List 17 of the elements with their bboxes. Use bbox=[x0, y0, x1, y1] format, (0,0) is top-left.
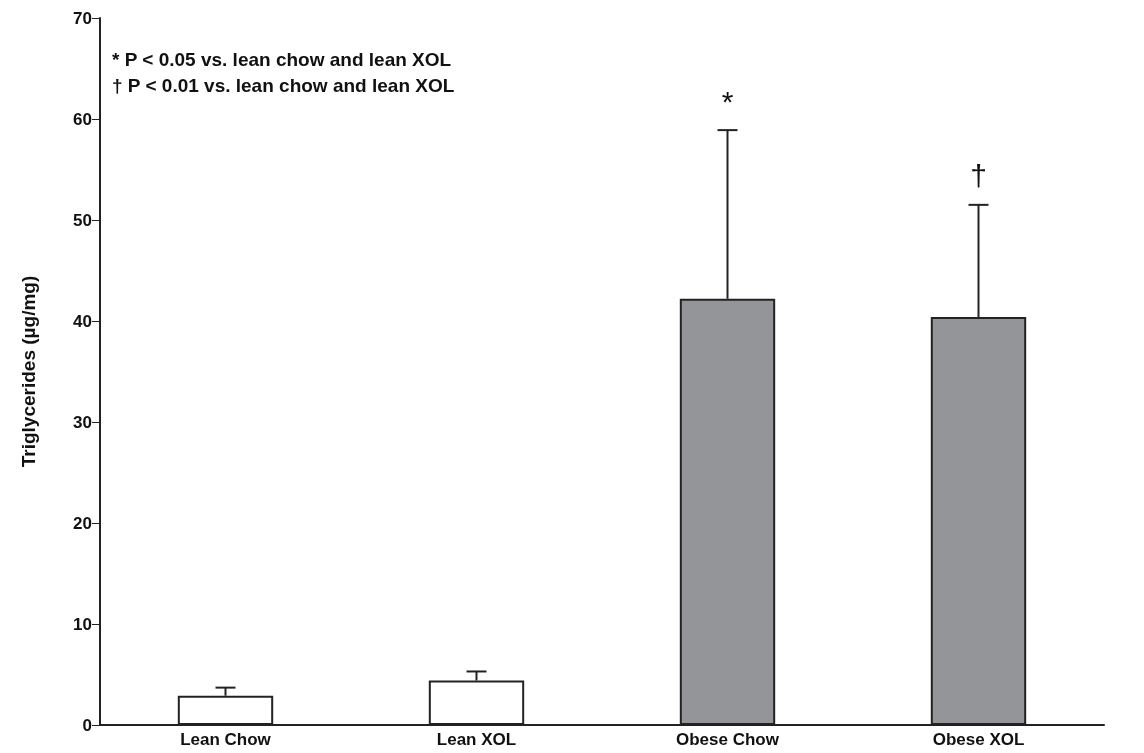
annotation: † P < 0.01 vs. lean chow and lean XOL bbox=[112, 75, 455, 96]
y-tick-label: 0 bbox=[82, 715, 92, 735]
y-tick-label: 50 bbox=[73, 210, 92, 230]
x-tick-label: Obese Chow bbox=[676, 730, 780, 749]
x-tick-label: Lean Chow bbox=[180, 730, 272, 749]
y-tick-label: 10 bbox=[73, 614, 92, 634]
y-tick-label: 20 bbox=[73, 513, 92, 533]
x-tick-label: Obese XOL bbox=[932, 730, 1025, 749]
y-tick-label: 70 bbox=[73, 8, 92, 28]
annotation: † bbox=[970, 159, 987, 193]
annotation: * P < 0.05 vs. lean chow and lean XOL bbox=[112, 49, 452, 70]
annotation: * bbox=[721, 84, 734, 118]
y-tick-label: 60 bbox=[73, 109, 92, 129]
x-tick-label: Lean XOL bbox=[436, 730, 517, 749]
y-axis-title: Triglycerides (µg/mg) bbox=[18, 275, 39, 468]
y-tick-label: 40 bbox=[73, 311, 92, 331]
y-tick-label: 30 bbox=[73, 412, 92, 432]
